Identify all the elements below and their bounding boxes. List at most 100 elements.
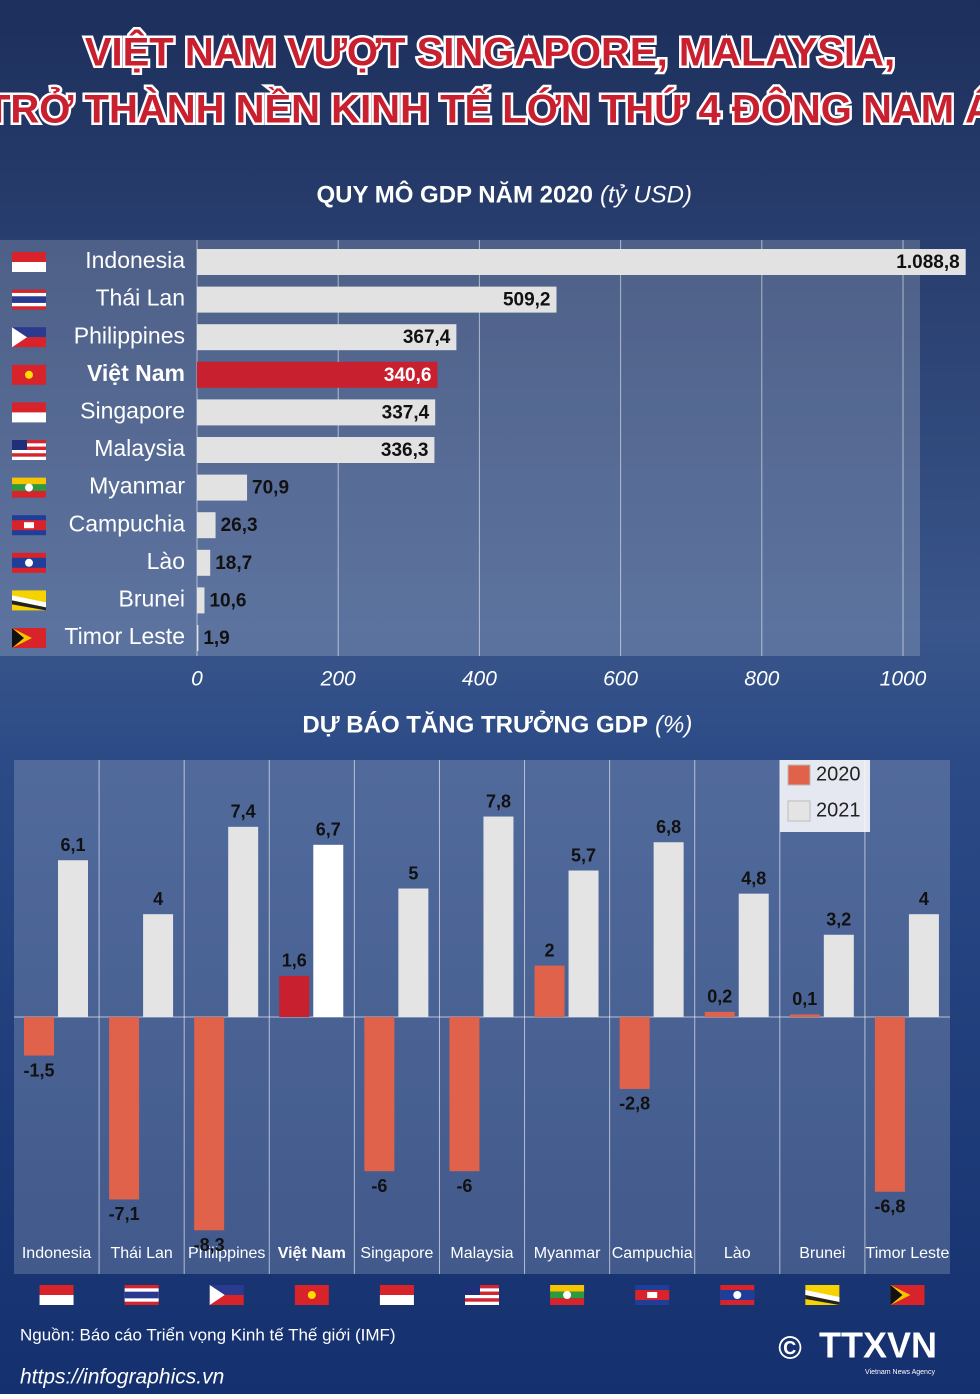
bar <box>823 934 854 1017</box>
flag-part <box>12 595 46 608</box>
flag-part <box>307 1291 316 1299</box>
bar <box>364 1017 395 1172</box>
x-tick-label: 600 <box>603 668 638 691</box>
bar <box>908 914 939 1017</box>
x-tick-label: Myanmar <box>534 1245 601 1262</box>
flag <box>635 1285 670 1305</box>
flag <box>124 1285 159 1305</box>
bar <box>449 1017 480 1172</box>
flag-part <box>12 628 24 648</box>
bar <box>704 1011 735 1017</box>
bar <box>197 249 966 275</box>
flag-part <box>465 1288 499 1292</box>
flag-part <box>209 1285 225 1305</box>
x-tick-label: 0 <box>191 668 203 691</box>
bar <box>197 512 216 539</box>
flag <box>12 477 46 498</box>
category-label: Malaysia <box>94 435 185 461</box>
legend-swatch <box>787 764 811 786</box>
flag-part <box>805 1295 840 1305</box>
value-label: 509,2 <box>503 290 551 311</box>
value-label: 1.088,8 <box>896 252 959 273</box>
x-tick-label: Singapore <box>360 1245 433 1262</box>
value-label: 336,3 <box>381 440 429 461</box>
x-tick-label: 400 <box>462 668 497 691</box>
bar <box>197 549 211 576</box>
legend-swatch <box>787 800 811 822</box>
bar <box>313 844 344 1017</box>
x-tick-label: Philippines <box>188 1245 265 1262</box>
flag-part <box>24 522 34 529</box>
flag-part <box>12 262 46 272</box>
flag <box>12 402 46 423</box>
flag-part <box>39 1295 74 1305</box>
bar <box>143 914 174 1017</box>
flag-part <box>12 327 46 338</box>
bar <box>197 625 199 651</box>
flag-part <box>12 446 46 450</box>
x-tick-label: Indonesia <box>22 1245 91 1262</box>
flag-part <box>465 1295 499 1299</box>
value-label: -8,3 <box>194 1235 225 1255</box>
flag-part <box>12 327 27 348</box>
category-label: Lào <box>147 548 185 574</box>
bar <box>398 888 429 1017</box>
x-tick-label: 200 <box>320 668 356 691</box>
bar <box>197 399 436 426</box>
flag-part <box>124 1291 159 1299</box>
bar <box>789 1014 820 1017</box>
value-label: 5,7 <box>571 845 596 865</box>
flag-part <box>647 1292 658 1298</box>
flag-part <box>12 296 46 303</box>
category-label: Brunei <box>119 585 185 611</box>
value-label: 18,7 <box>215 553 252 574</box>
value-label: 367,4 <box>403 327 451 348</box>
flag <box>12 364 46 385</box>
bar <box>197 361 438 388</box>
x-tick-label: Việt Nam <box>278 1245 346 1262</box>
value-label: -6 <box>456 1176 472 1196</box>
value-label: 337,4 <box>382 402 430 423</box>
flag <box>890 1285 925 1305</box>
bar <box>874 1017 905 1192</box>
x-tick-label: Campuchia <box>612 1245 693 1262</box>
bar <box>197 474 248 501</box>
value-label: -2,8 <box>619 1094 650 1114</box>
flag-part <box>12 337 46 348</box>
flag-part <box>550 1298 585 1305</box>
flag <box>12 440 46 460</box>
flag <box>805 1285 840 1305</box>
flag-part <box>12 477 46 485</box>
flag-part <box>465 1301 499 1305</box>
chart-unit: (tỷ USD) <box>600 181 692 208</box>
bar <box>197 324 457 351</box>
flag <box>12 252 46 272</box>
flag-part <box>12 440 46 444</box>
flag <box>294 1285 329 1305</box>
x-tick-label: Lào <box>724 1245 751 1262</box>
value-label: -1,5 <box>23 1060 54 1080</box>
flag-part <box>25 483 33 492</box>
value-label: 0,2 <box>707 987 732 1007</box>
bar <box>197 286 557 313</box>
logo-sub: Vietnam News Agency <box>865 1369 935 1376</box>
flag-part <box>379 1295 414 1305</box>
flag-part <box>563 1291 572 1299</box>
x-tick-label: Brunei <box>799 1245 845 1262</box>
value-label: 6,8 <box>656 817 681 837</box>
flag-part <box>12 450 46 454</box>
bar <box>24 1017 54 1056</box>
flag-part <box>465 1285 480 1295</box>
category-label: Myanmar <box>89 473 185 499</box>
category-label: Singapore <box>80 397 185 423</box>
flag <box>379 1285 414 1305</box>
flag <box>12 515 46 536</box>
bar <box>534 965 565 1017</box>
value-label: 2 <box>545 940 555 960</box>
legend-label: 2021 <box>816 799 861 821</box>
value-label: 3,2 <box>826 910 851 930</box>
value-label: 6,7 <box>316 820 341 840</box>
flag <box>209 1285 244 1305</box>
